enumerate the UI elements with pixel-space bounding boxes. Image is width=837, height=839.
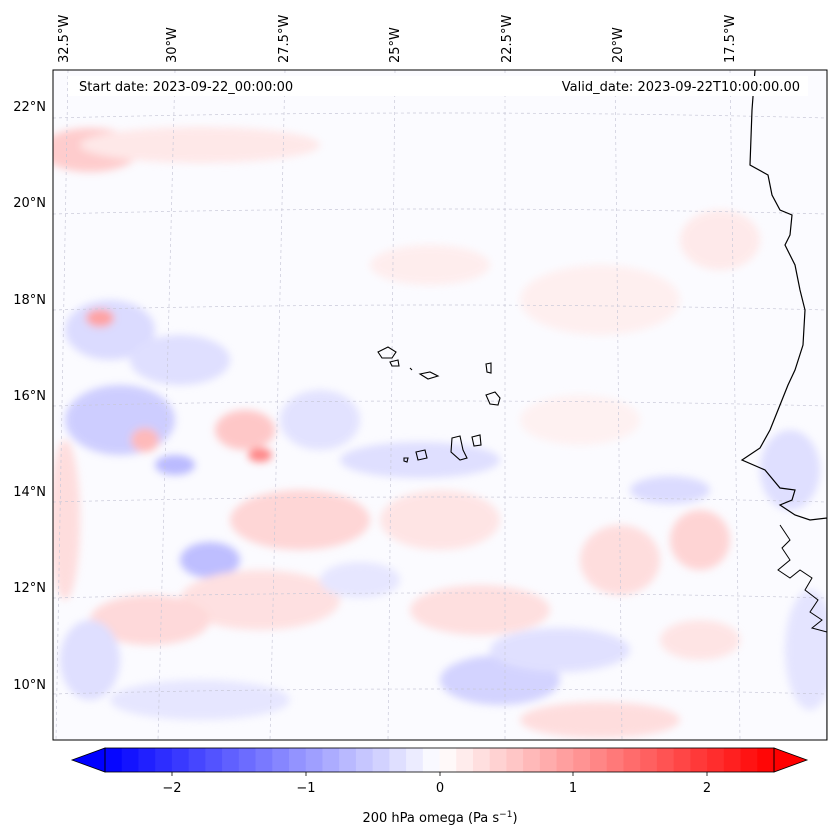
colorbar-tick-label: −2 bbox=[162, 781, 181, 796]
colorbar-cell bbox=[406, 748, 424, 772]
guinea-bissau-coast bbox=[777, 524, 827, 633]
lon-label: 22.5°W bbox=[500, 15, 515, 63]
colorbar-cell bbox=[389, 748, 407, 772]
colorbar-cell bbox=[171, 748, 190, 772]
colorbar-frame bbox=[104, 747, 775, 773]
colorbar-cell bbox=[489, 748, 507, 772]
longitude-labels: 32.5°W 30°W 27.5°W 25°W 22.5°W 20°W 17.5… bbox=[57, 15, 738, 63]
colorbar-cell bbox=[556, 748, 574, 772]
lat-label: 22°N bbox=[13, 100, 46, 115]
graticule bbox=[53, 70, 827, 740]
omega-field bbox=[53, 70, 827, 740]
lat-label: 10°N bbox=[13, 678, 46, 693]
colorbar-cell bbox=[188, 748, 206, 772]
colorbar-ticks bbox=[171, 772, 708, 776]
valid-date-label: Valid_date: 2023-09-22T10:00:00.00 bbox=[562, 80, 800, 95]
lat-label: 20°N bbox=[13, 196, 46, 211]
colorbar-tick-label: 1 bbox=[569, 781, 577, 796]
colorbar-cell bbox=[372, 748, 390, 772]
colorbar-cell bbox=[673, 748, 691, 772]
colorbar-cell bbox=[339, 748, 357, 772]
colorbar-cell bbox=[539, 748, 558, 772]
colorbar-cell bbox=[723, 748, 742, 772]
colorbar-cell bbox=[573, 748, 591, 772]
colorbar-label: 200 hPa omega (Pa s−1) bbox=[362, 810, 517, 826]
colorbar-cells bbox=[105, 748, 775, 772]
colorbar-cell bbox=[472, 748, 491, 772]
cape-verde-islands bbox=[377, 346, 501, 463]
colorbar-cell bbox=[690, 748, 708, 772]
lon-label: 27.5°W bbox=[277, 15, 292, 63]
colorbar-cell bbox=[155, 748, 173, 772]
colorbar-cell bbox=[322, 748, 340, 772]
colorbar-cell bbox=[121, 748, 139, 772]
colorbar-tick-label: 2 bbox=[703, 781, 711, 796]
colorbar-cell bbox=[422, 748, 441, 772]
lon-label: 32.5°W bbox=[57, 15, 72, 63]
colorbar-cell bbox=[656, 748, 675, 772]
lat-label: 18°N bbox=[13, 293, 46, 308]
map-frame bbox=[52, 69, 828, 741]
start-date-label: Start date: 2023-09-22_00:00:00 bbox=[79, 80, 293, 95]
lat-label: 14°N bbox=[13, 485, 46, 500]
colorbar-tick-label: −1 bbox=[296, 781, 315, 796]
colorbar-max-extend bbox=[773, 747, 809, 773]
colorbar-min-extend bbox=[70, 747, 106, 773]
colorbar-cell bbox=[439, 748, 457, 772]
colorbar-cell bbox=[288, 748, 307, 772]
colorbar-cell bbox=[623, 748, 641, 772]
colorbar-cell bbox=[222, 748, 240, 772]
colorbar-cell bbox=[707, 748, 725, 772]
latitude-labels: 22°N 20°N 18°N 16°N 14°N 12°N 10°N bbox=[13, 100, 46, 693]
lon-label: 30°W bbox=[165, 27, 180, 63]
colorbar-cell bbox=[757, 748, 775, 772]
colorbar-cell bbox=[523, 748, 541, 772]
colorbar-cell bbox=[105, 748, 123, 772]
colorbar-cell bbox=[740, 748, 758, 772]
colorbar-cell bbox=[238, 748, 257, 772]
colorbar-cell bbox=[138, 748, 156, 772]
colorbar-tick-label: 0 bbox=[436, 781, 444, 796]
colorbar-cell bbox=[305, 748, 323, 772]
colorbar-cell bbox=[640, 748, 658, 772]
colorbar-cell bbox=[255, 748, 273, 772]
colorbar-cell bbox=[506, 748, 524, 772]
colorbar-cell bbox=[590, 748, 608, 772]
colorbar-cell bbox=[205, 748, 223, 772]
colorbar-cell bbox=[606, 748, 624, 772]
lon-label: 20°W bbox=[611, 27, 626, 63]
lon-label: 17.5°W bbox=[723, 15, 738, 63]
colorbar-cell bbox=[355, 748, 374, 772]
africa-coastline bbox=[740, 70, 827, 740]
lat-label: 12°N bbox=[13, 581, 46, 596]
colorbar: −2 −1 0 1 2 200 hPa omega (Pa s−1) bbox=[70, 747, 809, 826]
lat-label: 16°N bbox=[13, 389, 46, 404]
colorbar-cell bbox=[456, 748, 474, 772]
header-strip bbox=[68, 76, 808, 96]
colorbar-cell bbox=[272, 748, 290, 772]
lon-label: 25°W bbox=[388, 27, 403, 63]
